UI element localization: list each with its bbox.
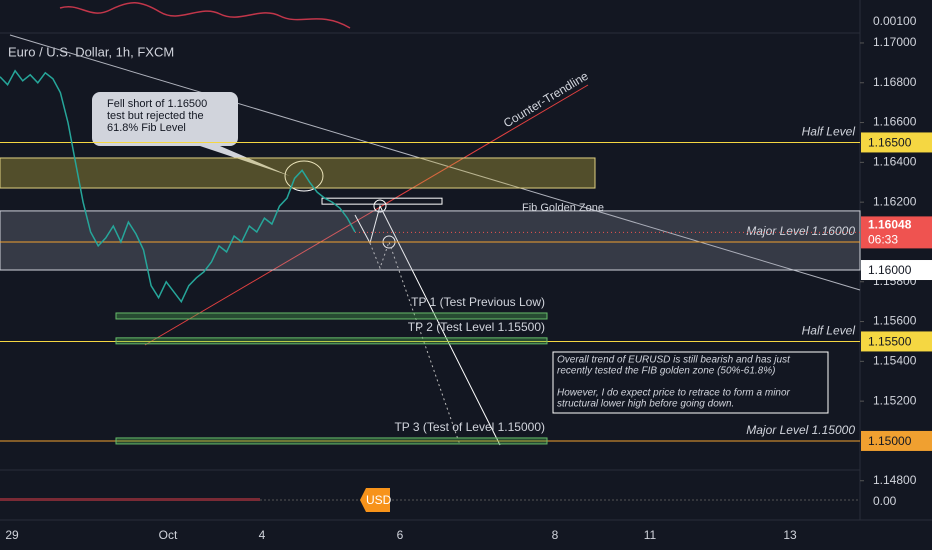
- target-zone: [115, 337, 548, 345]
- fib-label: Fib Golden Zone: [522, 202, 604, 214]
- price-box-label: 1.16000: [868, 263, 912, 277]
- target-label: TP 2 (Test Level 1.15500): [408, 320, 545, 334]
- price-box: [861, 132, 932, 153]
- note-text: However, I do expect price to retrace to…: [557, 388, 791, 399]
- price-box: [861, 430, 932, 451]
- y-tick-label: 1.14800: [873, 473, 917, 487]
- usd-label: USD: [366, 493, 392, 507]
- level-name: Half Level: [802, 125, 856, 139]
- target-zone: [115, 312, 548, 320]
- callout-text: 61.8% Fib Level: [107, 122, 186, 134]
- callout-box: [92, 92, 290, 176]
- note-text: structural lower high before going down.: [557, 399, 734, 410]
- zone: [0, 210, 861, 271]
- note-text: recently tested the FIB golden zone (50%…: [557, 366, 775, 377]
- y-tick-label: 1.15200: [873, 393, 917, 407]
- y-tick-label: 1.16200: [873, 194, 917, 208]
- price-box: [861, 260, 932, 281]
- bottom-value: 0.00: [873, 494, 897, 508]
- x-tick-label: 29: [5, 528, 19, 542]
- countdown: 06:33: [868, 233, 898, 247]
- callout-text: Fell short of 1.16500: [107, 98, 207, 110]
- target-zone: [115, 437, 548, 445]
- zone: [0, 157, 596, 189]
- callout-text: test but rejected the: [107, 110, 204, 122]
- y-tick-label: 1.15600: [873, 314, 917, 328]
- downtrend-line: [9, 34, 861, 291]
- current-price-box: [861, 216, 932, 249]
- y-tick-label: 1.16600: [873, 115, 917, 129]
- target-label: TP 1 (Test Previous Low): [411, 295, 545, 309]
- note-box: [552, 351, 829, 414]
- level-name: Major Level 1.16000: [746, 224, 855, 238]
- projection-arrow: [354, 204, 501, 446]
- price-box: [861, 331, 932, 352]
- level-name: Major Level 1.15000: [746, 423, 855, 437]
- x-tick-label: 4: [259, 528, 266, 542]
- indicator-value: 0.00100: [873, 14, 917, 28]
- y-tick-label: 1.16400: [873, 155, 917, 169]
- level-name: Half Level: [802, 324, 856, 338]
- usd-tag: [360, 488, 390, 512]
- y-tick-label: 1.15400: [873, 354, 917, 368]
- price-box-label: 1.15000: [868, 434, 912, 448]
- symbol-title: Euro / U.S. Dollar, 1h, FXCM: [8, 44, 174, 59]
- x-tick-label: 6: [397, 528, 404, 542]
- target-label: TP 3 (Test of Level 1.15000): [394, 420, 545, 434]
- x-tick-label: 13: [783, 528, 797, 542]
- y-tick-label: 1.16800: [873, 75, 917, 89]
- fib-box: [321, 197, 443, 205]
- price-box-label: 1.16500: [868, 136, 912, 150]
- callout-ellipse: [284, 160, 324, 192]
- price-box-label: 1.15500: [868, 335, 912, 349]
- note-text: Overall trend of EURUSD is still bearish…: [557, 355, 791, 366]
- x-tick-label: Oct: [159, 528, 178, 542]
- counter-trendline: [144, 84, 589, 346]
- x-tick-label: 8: [552, 528, 559, 542]
- x-tick-label: 11: [644, 528, 657, 542]
- current-price: 1.16048: [868, 218, 912, 232]
- indicator-line: [59, 2, 351, 29]
- swing-circle: [373, 199, 387, 213]
- price-line: [0, 69, 356, 304]
- usd-bars: [0, 498, 260, 501]
- y-tick-label: 1.17000: [873, 35, 917, 49]
